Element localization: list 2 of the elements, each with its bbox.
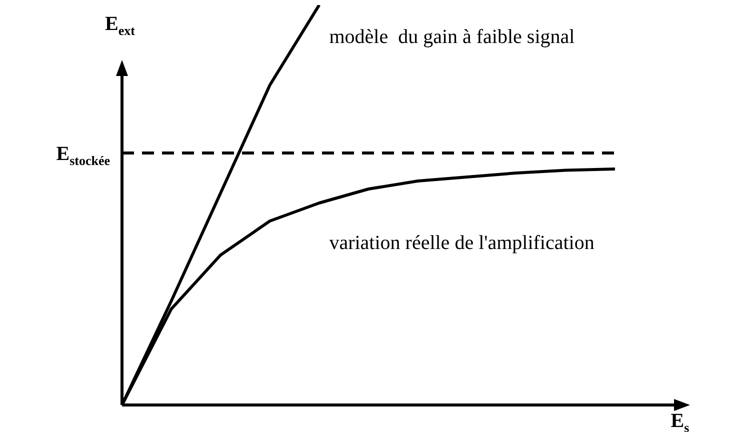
series-label: modèle du gain à faible signal	[329, 26, 576, 48]
series-label: variation réelle de l'amplification	[329, 232, 594, 254]
